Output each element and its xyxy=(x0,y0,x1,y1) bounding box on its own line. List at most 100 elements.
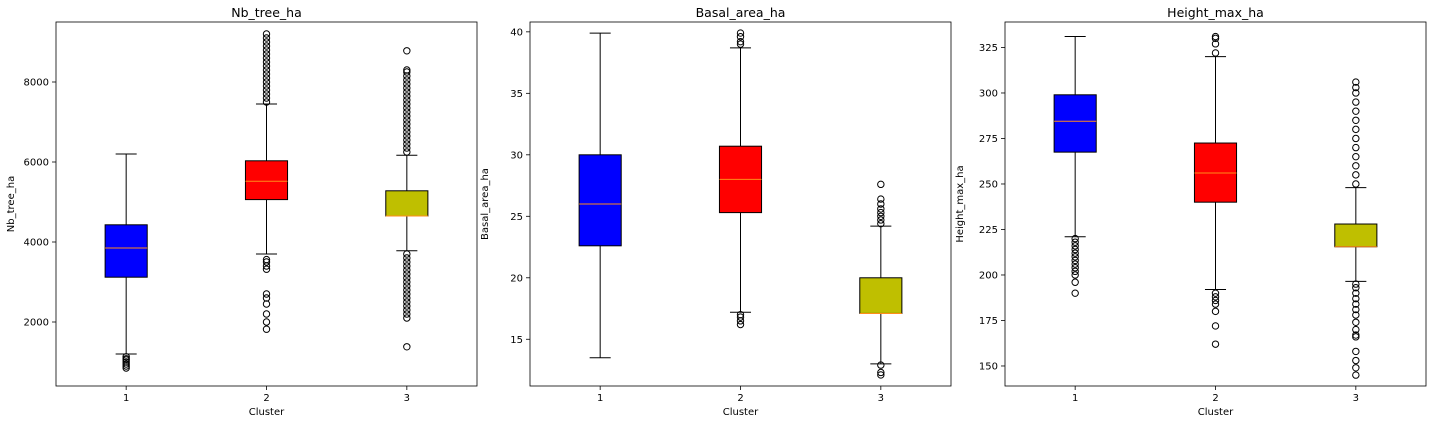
outlier-point xyxy=(1071,234,1079,243)
y-tick-label: 8000 xyxy=(24,78,49,89)
x-axis-label: Cluster xyxy=(723,407,759,418)
chart-panel-2: Basal_area_ha 15 20 25 30 35 40 1 2 3 Cluster Basal… xyxy=(480,5,952,418)
outlier-point xyxy=(877,200,885,208)
outlier-point xyxy=(403,92,411,100)
outlier-point xyxy=(1352,300,1360,308)
outlier-point xyxy=(1352,289,1360,297)
box-cluster-2 xyxy=(1193,32,1238,348)
outlier-point xyxy=(1352,152,1360,161)
outlier-point xyxy=(1211,296,1220,305)
box-cluster-1 xyxy=(578,32,622,359)
y-tick-label: 300 xyxy=(979,88,998,99)
y-tick-label: 325 xyxy=(979,43,998,54)
x-tick-label: 3 xyxy=(404,393,410,404)
outlier-point xyxy=(262,98,271,106)
x-axis-label: Cluster xyxy=(249,407,285,418)
outlier-point xyxy=(262,58,271,66)
outlier-point xyxy=(403,282,411,290)
outlier-point xyxy=(736,37,745,46)
outlier-point xyxy=(1071,238,1079,246)
outlier-point xyxy=(1352,284,1360,292)
y-tick-label: 30 xyxy=(510,150,523,161)
outlier-point xyxy=(1071,253,1079,261)
outlier-point xyxy=(403,116,411,124)
outlier-point xyxy=(122,362,130,370)
outlier-point xyxy=(403,258,411,266)
outlier-point xyxy=(1071,267,1079,276)
box-iqr xyxy=(578,154,622,247)
outlier-point xyxy=(1352,98,1360,106)
outlier-point xyxy=(1352,180,1360,188)
y-tick-label: 175 xyxy=(979,316,998,327)
outlier-point xyxy=(403,108,411,116)
outlier-point xyxy=(736,310,745,319)
outlier-point xyxy=(403,298,411,306)
outlier-point xyxy=(1211,307,1220,316)
outlier-point xyxy=(1211,40,1220,48)
chart-title: Basal_area_ha xyxy=(696,5,786,20)
outlier-point xyxy=(1352,280,1360,288)
y-tick-label: 200 xyxy=(979,270,998,281)
outlier-point xyxy=(403,290,411,298)
outlier-point xyxy=(736,29,745,37)
outlier-point xyxy=(1352,311,1360,319)
outlier-point xyxy=(1352,162,1360,170)
y-tick-label: 6000 xyxy=(24,158,49,169)
outlier-point xyxy=(1071,271,1079,279)
x-tick-label: 3 xyxy=(1353,393,1359,404)
outlier-point xyxy=(1352,171,1360,179)
outlier-point xyxy=(403,314,411,322)
outlier-point xyxy=(1071,260,1079,268)
outlier-point xyxy=(736,40,745,48)
outlier-point xyxy=(262,42,271,50)
outlier-point xyxy=(1071,278,1079,286)
outlier-point xyxy=(403,278,411,286)
x-axis-label: Cluster xyxy=(1198,407,1234,418)
x-tick-label: 1 xyxy=(597,393,603,404)
outlier-point xyxy=(262,258,271,266)
outlier-point xyxy=(403,132,411,140)
outlier-point xyxy=(262,70,271,78)
outlier-point xyxy=(262,310,271,318)
outlier-point xyxy=(403,68,411,76)
outlier-point xyxy=(1352,83,1360,92)
outlier-point xyxy=(877,180,885,189)
outlier-point xyxy=(403,262,411,270)
outlier-point xyxy=(877,212,885,220)
y-tick-label: 4000 xyxy=(24,238,49,249)
y-tick-label: 275 xyxy=(979,134,998,145)
y-tick-label: 150 xyxy=(979,361,998,372)
y-tick-label: 20 xyxy=(510,273,523,284)
chart-title: Height_max_ha xyxy=(1167,5,1264,20)
y-axis-label: Basal_area_ha xyxy=(480,168,491,240)
outlier-point xyxy=(262,62,271,70)
outlier-point xyxy=(736,33,745,41)
y-tick-label: 15 xyxy=(510,335,523,346)
box-iqr xyxy=(104,224,148,278)
outlier-point xyxy=(1352,107,1360,115)
outlier-point xyxy=(1211,322,1220,330)
outlier-point xyxy=(262,50,271,58)
outlier-point xyxy=(403,302,411,310)
outlier-point xyxy=(403,112,411,120)
outlier-point xyxy=(403,140,411,148)
outlier-point xyxy=(736,313,745,321)
x-tick-label: 2 xyxy=(1212,393,1218,404)
outlier-point xyxy=(1352,89,1360,97)
outlier-point xyxy=(403,294,411,302)
outlier-point xyxy=(1211,293,1220,301)
x-tick-label: 1 xyxy=(1072,393,1078,404)
outlier-point xyxy=(1352,318,1360,326)
x-tick-label: 2 xyxy=(737,393,743,404)
outlier-point xyxy=(877,219,885,228)
outlier-point xyxy=(1071,256,1079,265)
outlier-point xyxy=(403,100,411,108)
outlier-point xyxy=(1071,264,1079,272)
outlier-point xyxy=(262,294,271,302)
outlier-point xyxy=(403,286,411,294)
chart-panel-3: Height_max_ha 150 175 200 225 250 275 300 325 1 2 3… xyxy=(955,5,1427,418)
outlier-point xyxy=(1071,242,1079,250)
box-cluster-3 xyxy=(385,47,429,351)
box-iqr xyxy=(1334,223,1378,248)
outlier-point xyxy=(1352,305,1360,314)
